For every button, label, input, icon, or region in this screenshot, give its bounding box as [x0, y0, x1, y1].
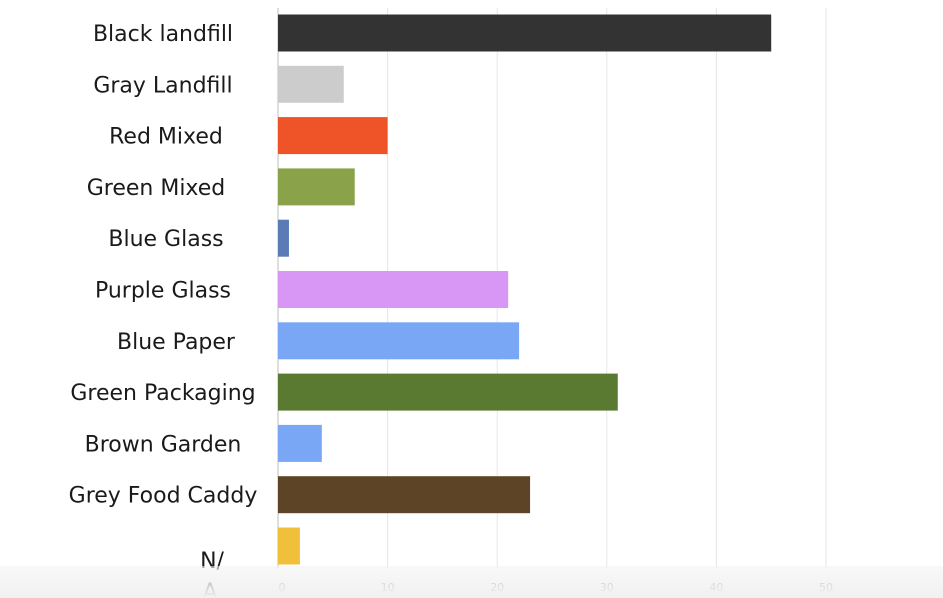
x-tick-label: 10: [381, 581, 395, 594]
bar-green-packaging: [278, 373, 618, 411]
bar-purple-glass: [278, 271, 509, 308]
bar-red-mixed: [278, 117, 388, 155]
category-label: Purple Glass: [95, 279, 231, 304]
category-label: Black landfill: [93, 22, 233, 47]
bar-blue-glass: [278, 219, 289, 257]
category-label: Green Packaging: [70, 381, 255, 406]
x-tick-label: 50: [819, 581, 833, 594]
category-label: N/A: [200, 549, 224, 598]
x-tick-label: 40: [709, 581, 723, 594]
bars: [278, 14, 772, 565]
x-tick-label: 30: [600, 581, 614, 594]
category-label: Grey Food Caddy: [69, 484, 258, 509]
category-label: Green Mixed: [87, 176, 226, 201]
category-label: Blue Glass: [108, 227, 223, 252]
bar-brown-garden: [278, 424, 322, 462]
bar-grey-food-caddy: [278, 476, 531, 514]
category-label: Brown Garden: [85, 432, 242, 457]
bar-black-landfill: [278, 14, 772, 52]
bar-gray-landfill: [278, 65, 344, 103]
category-labels: Black landfill Gray Landfill Red Mixed Gree…: [69, 22, 258, 598]
bar-n-a: [278, 527, 300, 565]
x-tick-label: 20: [490, 581, 504, 594]
category-label: Red Mixed: [109, 125, 223, 150]
category-label: Gray Landfill: [93, 73, 232, 98]
category-label: Blue Paper: [117, 330, 236, 355]
x-axis-ticks: 0 10 20 30 40 50: [279, 581, 834, 594]
bar-green-mixed: [278, 168, 355, 206]
bar-blue-paper: [278, 322, 520, 360]
x-tick-label: 0: [279, 581, 286, 594]
